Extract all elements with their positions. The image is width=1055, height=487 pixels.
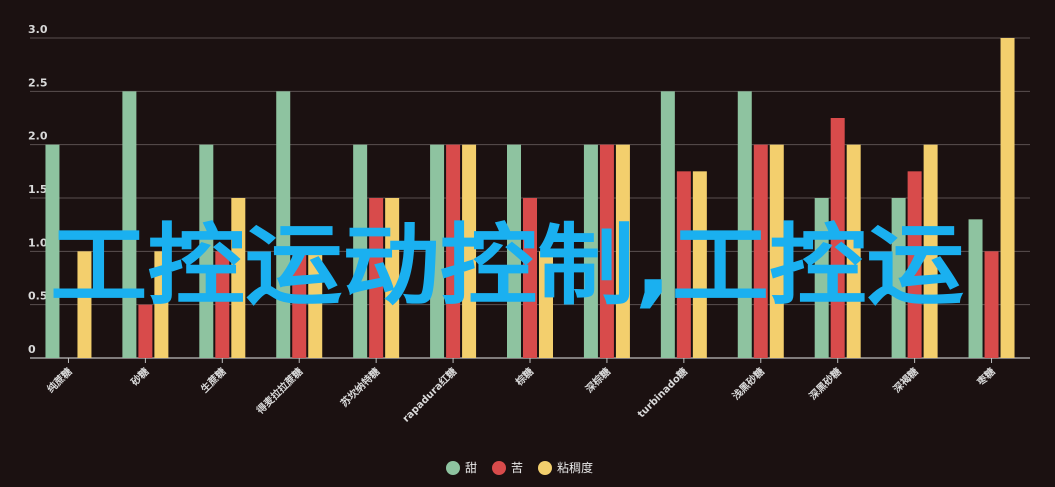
legend-label: 苦	[511, 461, 523, 475]
bar-甜	[968, 219, 983, 358]
bar-苦	[676, 171, 691, 358]
legend-item[interactable]: 苦	[492, 461, 523, 475]
bar-甜	[583, 144, 598, 358]
bar-甜	[430, 144, 445, 358]
bar-苦	[215, 251, 230, 358]
x-tick-label: turbinado糖	[635, 365, 690, 420]
bar-甜	[45, 144, 60, 358]
bar-粘稠度	[308, 251, 323, 358]
x-tick-label: 生蔗糖	[198, 365, 228, 395]
bar-粘稠度	[615, 144, 630, 358]
bar-粘稠度	[692, 171, 707, 358]
bar-甜	[122, 91, 137, 358]
x-tick-label: rapadura红糖	[399, 365, 459, 425]
y-tick-label: 0.5	[28, 290, 48, 303]
legend-swatch	[538, 461, 552, 475]
y-tick-label: 2.5	[28, 76, 48, 89]
bar-粘稠度	[1000, 38, 1015, 358]
legend-swatch	[492, 461, 506, 475]
bar-苦	[369, 198, 384, 358]
bar-粘稠度	[923, 144, 938, 358]
bar-粘稠度	[154, 251, 169, 358]
x-axis-ticks: 纯蔗糖 砂糖 生蔗糖 得麦拉拉蔗糖 苏坎纳特糖 rapadura红糖 棕糖 深棕糖 turbin…	[44, 358, 998, 425]
bar-甜	[891, 198, 906, 358]
bar-粘稠度	[539, 251, 553, 358]
x-tick-label: 浅黑砂糖	[729, 365, 766, 402]
bar-粘稠度	[846, 144, 861, 358]
legend[interactable]: 甜 苦 粘稠度	[446, 460, 593, 475]
x-tick-label: 深棕糖	[583, 365, 613, 395]
x-tick-label: 棕糖	[512, 365, 536, 389]
bar-甜	[814, 198, 829, 358]
bar-苦	[138, 304, 153, 358]
y-axis-ticks: 0 0.5 1.0 1.5 2.0 2.5 3.0	[28, 23, 48, 356]
x-tick-label: 得麦拉拉蔗糖	[253, 365, 305, 417]
bar-甜	[276, 91, 291, 358]
x-tick-label: 枣糖	[974, 365, 998, 389]
x-tick-label: 苏坎纳特糖	[338, 365, 383, 410]
bars	[45, 38, 1015, 358]
bar-粘稠度	[77, 251, 92, 358]
y-tick-label: 1.5	[28, 183, 48, 196]
bar-苦	[446, 144, 461, 358]
y-tick-label: 0	[28, 343, 36, 356]
legend-item[interactable]: 甜	[446, 461, 477, 475]
legend-item[interactable]: 粘稠度	[538, 460, 593, 475]
legend-label: 甜	[465, 461, 477, 475]
bar-苦	[753, 144, 768, 358]
bar-甜	[507, 144, 521, 358]
bar-苦	[830, 118, 845, 358]
legend-label: 粘稠度	[557, 460, 593, 475]
bar-甜	[199, 144, 214, 358]
bar-苦	[599, 144, 614, 358]
x-tick-label: 纯蔗糖	[44, 365, 74, 395]
x-tick-label: 深黑砂糖	[806, 365, 843, 402]
bar-甜	[660, 91, 675, 358]
y-tick-label: 3.0	[28, 23, 48, 36]
gridlines	[30, 37, 1030, 359]
bar-苦	[292, 251, 307, 358]
x-tick-label: 砂糖	[127, 365, 151, 389]
bar-苦	[907, 171, 922, 358]
bar-苦	[523, 198, 537, 358]
y-tick-label: 1.0	[28, 236, 48, 249]
bar-甜	[737, 91, 752, 358]
bar-粘稠度	[462, 144, 477, 358]
watermark-overlay-text: 工控运动控制,工控运	[50, 214, 964, 317]
bar-粘稠度	[769, 144, 784, 358]
x-tick-label: 深褐糖	[890, 365, 920, 395]
bar-甜	[353, 144, 368, 358]
legend-swatch	[446, 461, 460, 475]
bar-粘稠度	[231, 198, 246, 358]
y-tick-label: 2.0	[28, 130, 48, 143]
bar-粘稠度	[385, 198, 400, 358]
bar-苦	[984, 251, 999, 358]
